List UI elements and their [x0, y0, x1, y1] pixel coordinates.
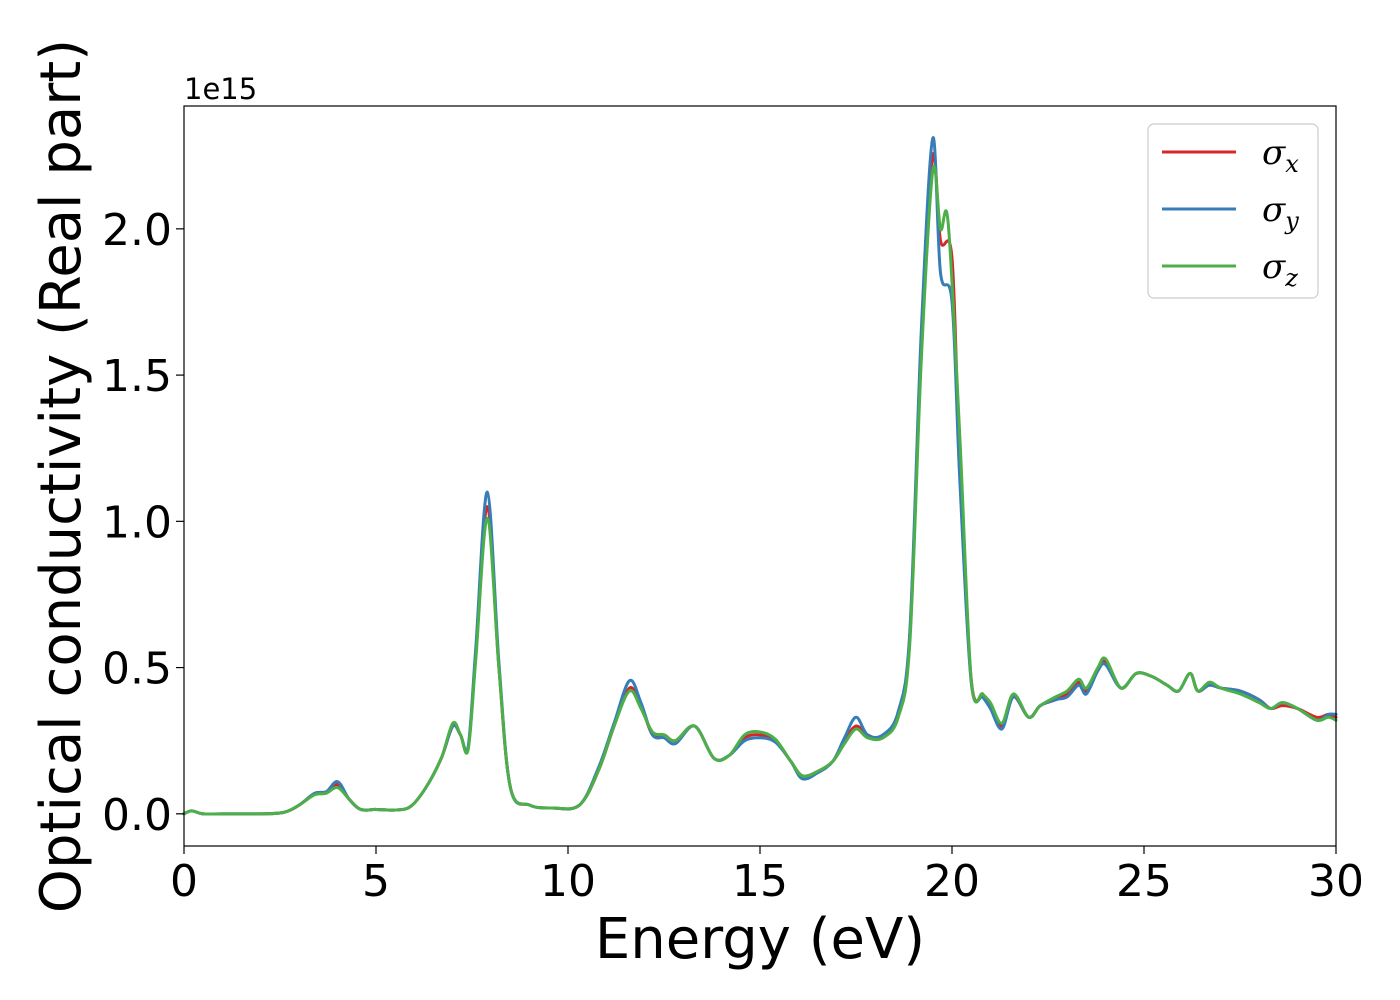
- x-axis-title: Energy (eV): [595, 907, 925, 972]
- x-tick-label: 0: [170, 856, 198, 907]
- x-tick-label: 15: [732, 856, 788, 907]
- legend-subscript: x: [1285, 150, 1299, 178]
- legend-frame: [1147, 123, 1319, 299]
- x-axis-ticks: 0 5 10 15 20 25 30: [170, 846, 1364, 907]
- x-tick-label: 10: [540, 856, 596, 907]
- y-axis-title: Optical conductivity (Real part): [29, 39, 94, 913]
- y-offset-label: 1e15: [184, 72, 257, 106]
- y-tick-label: 2.0: [102, 205, 172, 256]
- y-tick-label: 1.0: [102, 497, 172, 548]
- x-tick-label: 20: [924, 856, 980, 907]
- y-tick-label: 0.5: [102, 644, 172, 695]
- legend-subscript: z: [1284, 264, 1298, 292]
- series-line-sigma-z: [182, 165, 1338, 816]
- x-tick-label: 30: [1308, 856, 1364, 907]
- plot-background: [184, 106, 1336, 846]
- series-layer: [182, 136, 1338, 816]
- y-tick-label: 0.0: [102, 790, 172, 841]
- y-tick-label: 1.5: [102, 351, 172, 402]
- legend-subscript: y: [1284, 207, 1299, 235]
- y-axis-ticks: 0.0 0.5 1.0 1.5 2.0: [102, 205, 184, 841]
- x-tick-label: 5: [362, 856, 390, 907]
- x-tick-label: 25: [1116, 856, 1172, 907]
